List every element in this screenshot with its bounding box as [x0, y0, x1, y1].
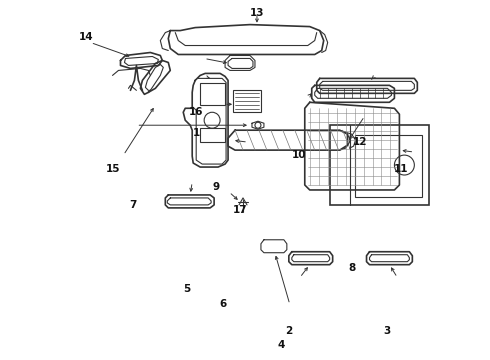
Bar	[355, 135, 422, 197]
Bar	[200, 84, 225, 105]
Text: 3: 3	[383, 325, 390, 336]
Text: 14: 14	[79, 32, 94, 41]
Text: 11: 11	[394, 164, 409, 174]
Text: 4: 4	[278, 340, 285, 350]
Text: 10: 10	[292, 150, 306, 160]
Bar	[330, 125, 429, 205]
Bar	[233, 90, 261, 112]
Text: 13: 13	[250, 8, 265, 18]
Text: 16: 16	[189, 107, 203, 117]
Text: 5: 5	[183, 284, 190, 294]
Text: 17: 17	[233, 206, 247, 216]
Text: 2: 2	[285, 325, 293, 336]
Text: 12: 12	[352, 138, 367, 147]
Text: 8: 8	[349, 263, 356, 273]
Text: 1: 1	[193, 129, 200, 138]
Bar	[200, 128, 225, 142]
Text: 7: 7	[129, 200, 136, 210]
Text: 9: 9	[212, 182, 220, 192]
Text: 15: 15	[106, 164, 121, 174]
Text: 6: 6	[220, 299, 227, 309]
